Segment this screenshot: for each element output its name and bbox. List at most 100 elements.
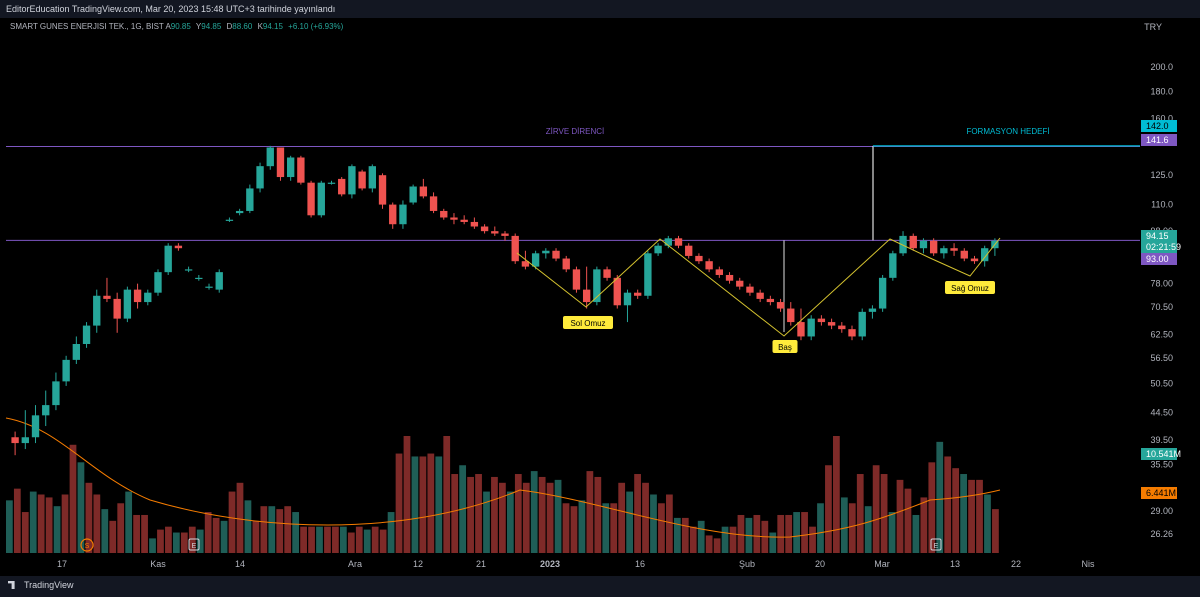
candle-body <box>266 147 274 167</box>
change-value: +6.10 (+6.93%) <box>288 22 344 31</box>
volume-bar <box>872 465 880 553</box>
candle-body <box>62 359 70 382</box>
volume-bar <box>165 526 172 553</box>
candle-body <box>776 302 785 309</box>
volume-bar <box>729 526 737 553</box>
high-value: 94.85 <box>201 22 222 31</box>
volume-bar <box>864 506 872 553</box>
candle-body <box>42 405 50 416</box>
volume-bar <box>316 526 323 553</box>
candle-body <box>715 269 724 275</box>
volume-bar <box>244 500 252 553</box>
volume-ma-tag: 6.441M <box>1146 488 1176 498</box>
volume-bar <box>204 512 212 553</box>
candle-body <box>184 269 193 271</box>
volume-bar <box>77 462 85 553</box>
candle-body <box>960 250 968 259</box>
volume-bar <box>888 512 896 553</box>
y-tick-label: 110.0 <box>1151 200 1173 210</box>
candle-body <box>572 269 581 290</box>
right-shoulder-label-bg <box>945 281 995 294</box>
volume-bar <box>125 491 133 553</box>
candle-body <box>562 258 570 270</box>
candle-body <box>450 217 458 220</box>
candle-body <box>480 226 489 232</box>
y-tick-label: 125.0 <box>1150 170 1173 180</box>
candle-body <box>358 171 366 189</box>
x-tick-label: Ara <box>348 559 362 569</box>
resistance-price-tag: 141.6 <box>1146 135 1169 145</box>
candle-body <box>460 219 468 222</box>
target-price-tag-bg <box>1141 120 1177 132</box>
y-tick-label: 70.50 <box>1150 302 1173 312</box>
candle-body <box>521 261 530 267</box>
candle-body <box>11 437 19 444</box>
candle-body <box>286 157 295 178</box>
last-price-tag-bg <box>1141 230 1177 254</box>
volume-bar <box>538 476 546 553</box>
candle-body <box>215 272 223 290</box>
candle-body <box>766 298 775 303</box>
close-value: 94.15 <box>262 22 283 31</box>
volume-bar <box>180 532 188 553</box>
candle-body <box>552 250 560 259</box>
volume-bar <box>332 526 339 553</box>
resistance-price-tag-bg <box>1141 134 1177 146</box>
last-price-tag: 94.15 <box>1146 231 1169 241</box>
candle-body <box>634 292 642 296</box>
x-tick-label: Mar <box>874 559 890 569</box>
candle-body <box>838 325 846 330</box>
candle-body <box>164 245 172 273</box>
high-label: Y <box>195 22 202 31</box>
close-label: K <box>257 22 263 31</box>
volume-bar <box>499 482 506 553</box>
volume-bar <box>840 497 848 553</box>
volume-bar <box>952 468 960 553</box>
candle-body <box>705 261 713 270</box>
volume-bar <box>960 474 967 553</box>
volume-bar <box>29 491 37 553</box>
symbol-name[interactable]: SMART GUNES ENERJISI TEK., 1G, BIST <box>10 22 164 31</box>
candle-body <box>154 272 162 293</box>
candle-body <box>654 245 662 254</box>
volume-bar <box>769 532 777 553</box>
volume-bar <box>753 514 761 553</box>
candle-body <box>123 289 132 319</box>
volume-bar <box>252 520 260 553</box>
volume-bar <box>968 479 975 553</box>
candle-body <box>797 322 805 337</box>
y-tick-label: 39.50 <box>1150 435 1173 445</box>
y-tick-label: 180.0 <box>1150 86 1173 96</box>
candle-body <box>531 253 540 267</box>
y-tick-label: 50.50 <box>1150 379 1173 389</box>
x-tick-label: Şub <box>739 559 755 569</box>
volume-bar <box>833 436 840 553</box>
candle-body <box>787 308 795 323</box>
volume-bar <box>355 526 363 553</box>
volume-bar <box>737 514 745 553</box>
volume-bar <box>658 503 665 553</box>
resistance-label: ZİRVE DİRENCİ <box>546 127 605 136</box>
volume-bar <box>666 494 673 553</box>
y-tick-label: 29.00 <box>1150 506 1173 516</box>
volume-bar <box>387 512 395 553</box>
head-label: Baş <box>778 343 792 352</box>
candle-body <box>235 210 244 214</box>
candle-body <box>919 240 928 249</box>
brand[interactable]: TradingView <box>8 580 74 590</box>
volume-bar <box>793 512 800 553</box>
volume-bar <box>936 441 944 553</box>
volume-bar <box>260 506 268 553</box>
low-label: D <box>226 22 233 31</box>
target-label: FORMASYON HEDEFİ <box>966 127 1049 136</box>
candle-body <box>389 204 397 225</box>
volume-bar <box>395 453 403 553</box>
volume-bar <box>212 517 220 553</box>
volume-bar <box>642 482 649 553</box>
candle-body <box>889 253 897 278</box>
volume-bar <box>196 529 204 553</box>
volume-bar <box>713 538 721 553</box>
volume-bar <box>276 509 284 553</box>
price-chart[interactable]: 200.0180.0160.0125.0110.098.0078.0070.50… <box>0 18 1200 576</box>
volume-bar <box>284 506 292 553</box>
